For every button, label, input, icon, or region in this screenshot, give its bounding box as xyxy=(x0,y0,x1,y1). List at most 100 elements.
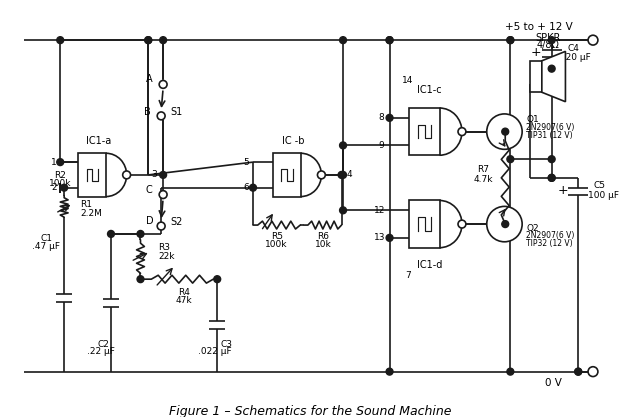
Text: 2N2907(6 V): 2N2907(6 V) xyxy=(526,231,574,240)
Circle shape xyxy=(137,231,144,237)
Text: R6: R6 xyxy=(317,232,329,241)
Text: 0 V: 0 V xyxy=(545,379,562,389)
Text: C3: C3 xyxy=(220,339,232,349)
Circle shape xyxy=(548,174,555,181)
Circle shape xyxy=(158,222,165,230)
Text: 9: 9 xyxy=(379,141,384,150)
Text: S2: S2 xyxy=(171,217,183,227)
Text: IC1-a: IC1-a xyxy=(86,136,111,146)
Text: R7: R7 xyxy=(478,166,489,174)
Text: Q2: Q2 xyxy=(526,224,539,233)
Circle shape xyxy=(339,142,346,149)
Circle shape xyxy=(386,37,393,44)
Circle shape xyxy=(458,220,466,228)
Text: +: + xyxy=(531,46,541,60)
Circle shape xyxy=(249,184,256,191)
Text: R2: R2 xyxy=(54,171,66,181)
Circle shape xyxy=(122,171,131,179)
Circle shape xyxy=(214,276,221,283)
Text: 13: 13 xyxy=(374,234,386,242)
Text: IC -b: IC -b xyxy=(282,136,304,146)
Text: Figure 1 – Schematics for the Sound Machine: Figure 1 – Schematics for the Sound Mach… xyxy=(169,405,451,417)
Circle shape xyxy=(575,368,582,375)
Text: +5 to + 12 V: +5 to + 12 V xyxy=(505,23,572,33)
Circle shape xyxy=(158,112,165,120)
Circle shape xyxy=(159,191,167,198)
Text: 220 μF: 220 μF xyxy=(560,53,591,63)
Text: 47k: 47k xyxy=(176,296,192,305)
Circle shape xyxy=(588,35,598,45)
Text: 3: 3 xyxy=(151,171,157,179)
Circle shape xyxy=(548,37,555,44)
FancyBboxPatch shape xyxy=(78,153,106,196)
Circle shape xyxy=(107,231,114,237)
Text: R1: R1 xyxy=(80,200,92,209)
Circle shape xyxy=(145,37,152,44)
Circle shape xyxy=(575,368,582,375)
Circle shape xyxy=(487,114,522,149)
Text: 22k: 22k xyxy=(158,252,175,261)
Text: 11: 11 xyxy=(487,220,498,229)
Text: C5: C5 xyxy=(594,181,606,190)
Text: C2: C2 xyxy=(97,339,109,349)
Circle shape xyxy=(507,368,514,375)
Text: A: A xyxy=(146,75,152,85)
Text: D: D xyxy=(146,216,153,226)
Polygon shape xyxy=(542,51,566,102)
FancyBboxPatch shape xyxy=(530,61,542,92)
Text: 7: 7 xyxy=(405,271,411,280)
Text: 2: 2 xyxy=(51,183,57,192)
Circle shape xyxy=(386,37,393,44)
Text: R5: R5 xyxy=(271,232,282,241)
Circle shape xyxy=(507,156,514,163)
Circle shape xyxy=(502,128,509,135)
Text: 2.2M: 2.2M xyxy=(80,209,102,218)
Text: .47 μF: .47 μF xyxy=(32,242,61,251)
Text: 12: 12 xyxy=(374,206,386,215)
Text: R3: R3 xyxy=(158,243,170,252)
Circle shape xyxy=(548,156,555,163)
Text: Q1: Q1 xyxy=(526,116,539,124)
Circle shape xyxy=(339,207,346,214)
Circle shape xyxy=(386,234,393,241)
Circle shape xyxy=(137,276,144,283)
Circle shape xyxy=(386,114,393,121)
Circle shape xyxy=(57,37,64,44)
FancyBboxPatch shape xyxy=(409,108,439,155)
Text: S1: S1 xyxy=(171,107,183,117)
Text: R4: R4 xyxy=(178,289,190,297)
Text: 10k: 10k xyxy=(314,240,331,249)
Circle shape xyxy=(507,37,514,44)
Circle shape xyxy=(339,171,346,178)
Circle shape xyxy=(159,80,167,88)
Text: C: C xyxy=(146,185,152,195)
Text: C1: C1 xyxy=(41,234,52,244)
Circle shape xyxy=(502,221,509,228)
Text: TIP32 (12 V): TIP32 (12 V) xyxy=(526,239,572,248)
Text: 14: 14 xyxy=(402,76,414,85)
Circle shape xyxy=(588,367,598,377)
Text: 100 μF: 100 μF xyxy=(588,191,619,200)
Text: 4.7k: 4.7k xyxy=(474,175,493,184)
Text: .22 μF: .22 μF xyxy=(88,347,115,357)
Text: IC1-c: IC1-c xyxy=(418,85,442,95)
Circle shape xyxy=(338,171,345,178)
Circle shape xyxy=(386,368,393,375)
Text: 4: 4 xyxy=(346,171,352,179)
Text: C4: C4 xyxy=(568,43,579,53)
Text: 10: 10 xyxy=(487,127,498,136)
Text: 8: 8 xyxy=(379,113,384,122)
Text: 100k: 100k xyxy=(49,179,71,188)
Circle shape xyxy=(61,184,68,191)
Circle shape xyxy=(487,206,522,242)
Text: IC1-d: IC1-d xyxy=(417,260,442,270)
Text: 2N2907(6 V): 2N2907(6 V) xyxy=(526,123,574,132)
FancyBboxPatch shape xyxy=(409,201,439,248)
Circle shape xyxy=(507,37,514,44)
Circle shape xyxy=(145,37,152,44)
Text: 5: 5 xyxy=(243,158,249,167)
Text: TIP31 (12 V): TIP31 (12 V) xyxy=(526,131,572,140)
Circle shape xyxy=(548,65,555,72)
FancyBboxPatch shape xyxy=(272,153,301,196)
Text: 1: 1 xyxy=(51,158,58,167)
